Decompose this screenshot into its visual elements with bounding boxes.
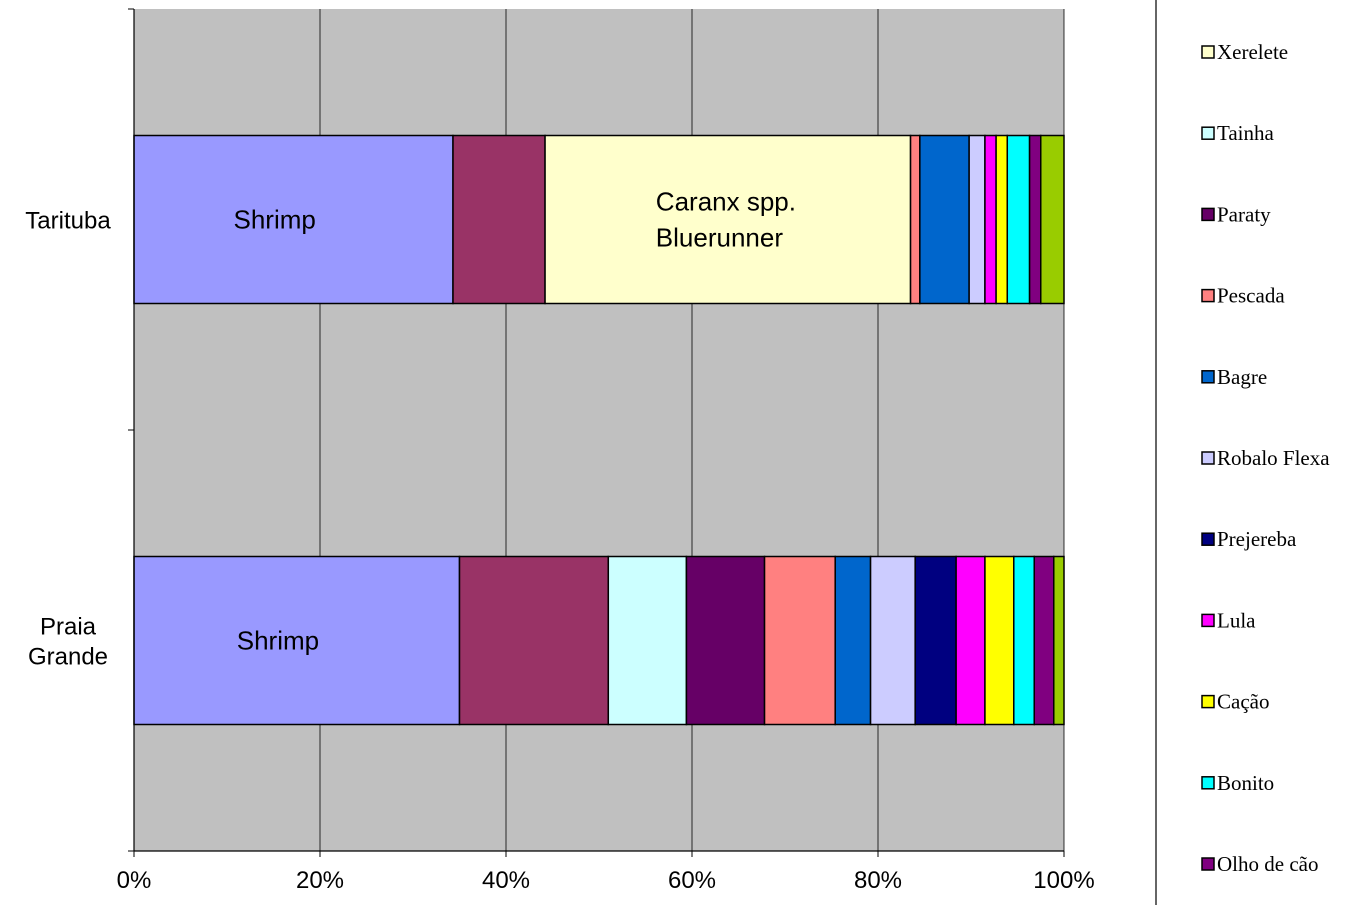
legend-swatch (1201, 45, 1215, 59)
legend-swatch (1201, 532, 1215, 546)
legend-label: Cação (1217, 690, 1269, 714)
legend-swatch (1201, 776, 1215, 790)
bar-segment (1006, 134, 1031, 305)
x-tick-label: 40% (482, 867, 530, 894)
legend-label: Lula (1217, 608, 1256, 632)
bar-segment (458, 555, 610, 726)
bar-segment (1033, 555, 1055, 726)
legend-item: Tainha (1201, 121, 1275, 145)
segment-label: Shrimp (237, 626, 319, 656)
segment-label: Caranx spp. Bluerunner (656, 187, 796, 253)
bar-segment (452, 134, 546, 305)
axes (128, 8, 1065, 857)
bar-segment (914, 555, 957, 726)
legend-label: Bagre (1217, 365, 1267, 389)
bar-segment (869, 555, 916, 726)
bar-segment (834, 555, 872, 726)
bar-segment (1013, 555, 1035, 726)
x-tick-label: 0% (117, 867, 152, 894)
legend-item: Paraty (1201, 202, 1271, 226)
legend-item: Lula (1201, 608, 1256, 632)
segment-label: Shrimp (233, 205, 315, 235)
bar-segment (909, 134, 921, 305)
x-tick-label: 80% (854, 867, 902, 894)
legend-swatch (1201, 857, 1215, 871)
legend-swatch (1201, 370, 1215, 384)
category-label: Praia Grande (28, 614, 108, 671)
x-tick-label: 100% (1033, 867, 1094, 894)
segment-labels: Shrimp Caranx spp. Bluerunner Shrimp (233, 187, 795, 656)
legend-item: Bagre (1201, 365, 1267, 389)
bar-segment (544, 134, 912, 305)
legend-item: Bonito (1201, 771, 1274, 795)
bar-segment (919, 134, 970, 305)
legend-swatch (1201, 207, 1215, 222)
legend-swatch (1201, 451, 1215, 465)
bar-segment (955, 555, 986, 726)
category-label: Tarituba (25, 208, 111, 235)
x-tick-labels: 0% 20% 40% 60% 80% 100% (117, 867, 1095, 894)
legend-item: Prejereba (1201, 527, 1297, 551)
legend-label: Pescada (1217, 284, 1285, 308)
bar-segment (607, 555, 688, 726)
legend-swatch (1201, 126, 1215, 140)
bar-segment (133, 555, 461, 726)
legend-label: Prejereba (1217, 527, 1297, 551)
legend-label: Xerelete (1217, 40, 1288, 64)
bar-segment (995, 134, 1009, 305)
legend-label: Bonito (1217, 771, 1274, 795)
bar-segment (984, 555, 1015, 726)
category-labels: Tarituba Praia Grande (25, 208, 111, 671)
legend-label: Olho de cão (1217, 852, 1318, 876)
x-tick-label: 20% (296, 867, 344, 894)
legend-swatch (1201, 288, 1215, 303)
legend-label: Tainha (1217, 121, 1275, 145)
bar-segment (1028, 134, 1042, 305)
bar-segment (1053, 555, 1065, 726)
legend-label: Robalo Flexa (1217, 446, 1330, 470)
x-tick-label: 60% (668, 867, 716, 894)
legend-swatch (1201, 613, 1215, 628)
legend-item: Robalo Flexa (1201, 446, 1330, 470)
bar-segment (968, 134, 986, 305)
legend-item: Olho de cão (1201, 852, 1318, 876)
legend: Xerelete Tainha Paraty Pescada Bagre Robalo F… (1201, 40, 1330, 876)
bar-segment (685, 555, 766, 726)
legend-item: Xerelete (1201, 40, 1288, 64)
bars (133, 134, 1065, 726)
bar-segment (763, 555, 836, 726)
legend-swatch (1201, 694, 1215, 709)
bar-segment (984, 134, 997, 305)
legend-label: Paraty (1217, 202, 1271, 226)
legend-item: Cação (1201, 690, 1269, 714)
legend-item: Pescada (1201, 284, 1285, 308)
bar-segment (1040, 134, 1065, 305)
